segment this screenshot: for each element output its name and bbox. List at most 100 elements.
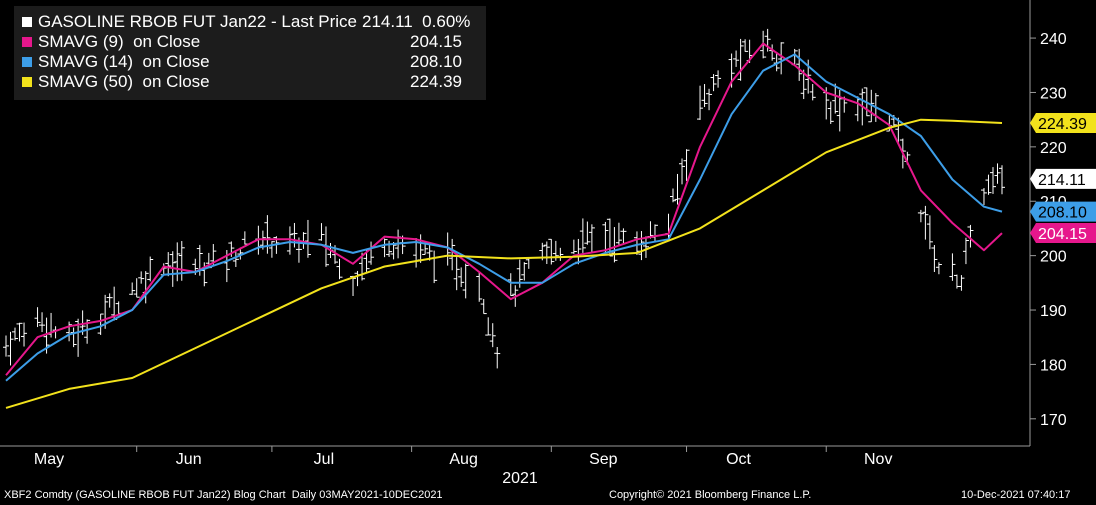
- price-bar: [368, 241, 375, 265]
- price-bar: [476, 271, 483, 302]
- price-bar: [21, 322, 28, 347]
- price-bar: [620, 228, 627, 244]
- last-value-tag: 208.10: [1030, 201, 1096, 222]
- price-bar: [12, 327, 19, 341]
- price-bar: [584, 221, 591, 245]
- price-bar: [381, 238, 388, 258]
- footer-timestamp: 10-Dec-2021 07:40:17: [961, 489, 1071, 501]
- price-bar: [165, 252, 172, 277]
- price-bar: [489, 323, 496, 348]
- price-bar: [710, 74, 717, 92]
- price-bar: [679, 158, 686, 185]
- price-bar: [809, 83, 816, 101]
- price-bar: [462, 263, 469, 299]
- legend-swatch: [22, 17, 32, 27]
- legend-value: 224.39: [410, 72, 462, 91]
- legend-label: SMAVG (9) on Close: [38, 32, 201, 51]
- price-bar: [683, 149, 690, 181]
- price-bar: [570, 239, 577, 254]
- price-bar: [129, 282, 136, 296]
- price-bar: [548, 238, 555, 265]
- price-bar: [701, 84, 708, 108]
- price-bar: [7, 331, 14, 366]
- price-bar: [286, 226, 293, 255]
- legend-swatch: [22, 77, 32, 87]
- price-bar: [147, 256, 154, 282]
- last-value-tag-label: 204.15: [1038, 226, 1087, 243]
- legend-value: 204.15: [410, 32, 462, 51]
- price-bar: [579, 218, 586, 253]
- last-value-tag-box: [1030, 112, 1096, 133]
- x-tick-label: Jul: [314, 451, 334, 468]
- series-line-smavg-50: [5, 118, 1003, 409]
- legend-item-smavg-9: SMAVG (9) on Close 204.15: [22, 32, 462, 52]
- last-value-tag-label: 224.39: [1038, 116, 1087, 133]
- price-bar: [917, 209, 924, 223]
- x-axis-year-label: 2021: [502, 470, 538, 487]
- price-bar: [268, 241, 275, 258]
- legend-label: SMAVG (50) on Close: [38, 72, 210, 91]
- price-bar: [521, 262, 528, 281]
- moving-average-lines: [5, 42, 1003, 409]
- legend-swatch: [22, 37, 32, 47]
- x-tick-label: Jun: [176, 451, 202, 468]
- price-bar: [994, 163, 1001, 184]
- price-bar: [34, 307, 41, 328]
- y-tick-label: 180: [1040, 357, 1067, 374]
- price-bar: [449, 238, 456, 271]
- price-bar: [133, 278, 140, 298]
- price-bar: [733, 50, 740, 67]
- price-bar: [931, 245, 938, 273]
- price-bar: [985, 174, 992, 195]
- legend-swatch: [22, 57, 32, 67]
- price-bar: [778, 42, 785, 75]
- legend-label: GASOLINE RBOB FUT Jan22 - Last Price: [38, 12, 358, 31]
- price-bar: [336, 258, 343, 280]
- y-tick-label: 170: [1040, 412, 1067, 429]
- y-tick-label: 200: [1040, 249, 1067, 266]
- x-tick-label: Sep: [589, 451, 618, 468]
- price-bar: [16, 322, 23, 342]
- price-bar: [3, 335, 9, 357]
- price-bar: [796, 48, 803, 81]
- price-bar: [935, 262, 942, 275]
- price-bar: [832, 83, 839, 114]
- legend-item-smavg-50: SMAVG (50) on Close 224.39: [22, 72, 462, 92]
- price-bar: [989, 167, 996, 194]
- x-axis-ticks: May Jun Jul Aug Sep Oct Nov: [34, 446, 892, 468]
- legend: GASOLINE RBOB FUT Jan22 - Last Price 214…: [14, 6, 486, 100]
- y-tick-label: 220: [1040, 140, 1067, 157]
- footer-source: XBF2 Comdty (GASOLINE RBOB FUT Jan22) Bl…: [4, 489, 443, 501]
- price-bar: [602, 221, 609, 253]
- price-bar: [318, 223, 325, 241]
- price-bar: [926, 215, 933, 250]
- price-bar: [426, 243, 433, 261]
- last-value-tags: 224.39 214.11 208.10 204.15: [1030, 112, 1096, 244]
- price-bar: [674, 173, 681, 205]
- last-value-tag: 224.39: [1030, 112, 1096, 133]
- price-bar: [106, 293, 113, 308]
- price-bar: [967, 224, 974, 248]
- price-bar: [97, 313, 104, 335]
- price-bar: [264, 215, 271, 254]
- price-bar: [480, 298, 487, 315]
- last-value-tag-box: [1030, 223, 1096, 244]
- price-bar: [980, 188, 987, 205]
- x-tick-label: Oct: [726, 451, 751, 468]
- price-bar: [922, 205, 929, 240]
- last-value-tag: 214.11: [1030, 168, 1096, 189]
- legend-value: 214.11 0.60%: [362, 12, 471, 31]
- legend-value: 208.10: [410, 52, 462, 71]
- price-bar: [39, 312, 46, 333]
- price-bar: [697, 85, 704, 120]
- price-bar: [958, 275, 965, 291]
- x-tick-label: May: [34, 451, 64, 468]
- last-value-tag: 204.15: [1030, 223, 1096, 244]
- price-bar: [827, 101, 834, 124]
- legend-item-price: GASOLINE RBOB FUT Jan22 - Last Price 214…: [22, 12, 470, 32]
- legend-item-smavg-14: SMAVG (14) on Close 208.10: [22, 52, 462, 72]
- price-bar: [715, 70, 722, 88]
- price-bar: [706, 88, 713, 111]
- price-bar: [507, 273, 514, 297]
- price-bar: [742, 39, 749, 52]
